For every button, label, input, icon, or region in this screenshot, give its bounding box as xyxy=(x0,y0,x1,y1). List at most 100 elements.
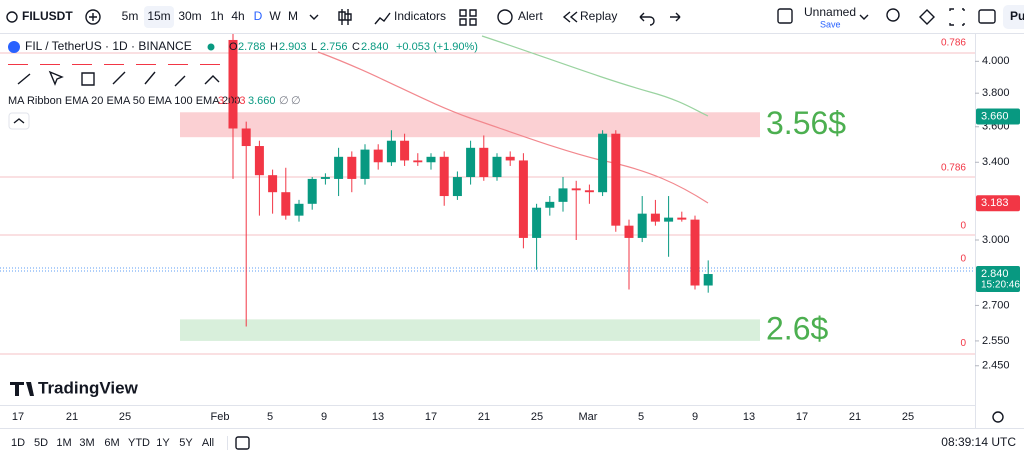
price-tag xyxy=(976,195,1020,212)
compare-icon[interactable] xyxy=(85,9,101,25)
clock: 08:39:14 UTC xyxy=(941,435,1016,449)
candle-body xyxy=(664,217,674,222)
price-tag xyxy=(976,108,1020,125)
x-tick-label: Mar xyxy=(579,411,598,423)
candle-body xyxy=(492,156,502,178)
x-tick-label: 25 xyxy=(531,411,543,423)
range-button[interactable]: 1Y xyxy=(156,437,170,449)
chart-type-icon[interactable] xyxy=(338,9,352,25)
interval-button[interactable]: 30m xyxy=(178,9,201,23)
range-button[interactable]: All xyxy=(202,437,214,449)
range-button[interactable]: YTD xyxy=(128,437,150,449)
ema-20-line xyxy=(317,51,709,204)
undo-icon[interactable] xyxy=(639,12,655,26)
fib-label: 0 xyxy=(960,338,966,349)
x-tick-label: 13 xyxy=(743,411,755,423)
indicators-button[interactable]: Indicators xyxy=(394,9,446,23)
quick-search-icon[interactable] xyxy=(886,8,900,22)
x-tick-label: 5 xyxy=(638,411,644,423)
candle-body xyxy=(518,160,528,238)
x-tick-label: 21 xyxy=(66,411,78,423)
compare-plus xyxy=(89,13,97,21)
interval-chevron[interactable] xyxy=(309,14,319,20)
candle-body xyxy=(400,140,410,161)
replay-button[interactable]: Replay xyxy=(580,9,617,23)
ema-lines xyxy=(317,35,709,204)
range-button[interactable]: 5D xyxy=(34,437,48,449)
collapse-legend[interactable] xyxy=(8,112,30,130)
search-icon[interactable] xyxy=(6,11,18,23)
tv-wordmark: TradingView xyxy=(38,378,139,397)
candle-body xyxy=(452,177,462,197)
indicator-value: ∅ xyxy=(291,95,301,107)
candle-body xyxy=(677,217,687,220)
indicator-value: ∅ xyxy=(279,95,289,107)
range-button[interactable]: 1M xyxy=(56,437,71,449)
layout-checkbox[interactable] xyxy=(777,8,793,24)
candle-body xyxy=(545,201,555,208)
interval-button[interactable]: D xyxy=(254,9,263,23)
candle-body xyxy=(373,149,383,163)
candle-body xyxy=(241,128,251,147)
alert-button[interactable]: Alert xyxy=(518,9,543,23)
interval-button[interactable]: 15m xyxy=(147,9,170,23)
indicator-value: 3.660 xyxy=(248,95,276,107)
candle-body xyxy=(624,225,634,238)
zone xyxy=(180,319,760,341)
alert-icon xyxy=(497,9,513,25)
x-tick-label: 13 xyxy=(372,411,384,423)
publish-button[interactable]: Pu xyxy=(1010,9,1024,23)
interval-button[interactable]: M xyxy=(288,9,298,23)
snapshot-icon[interactable] xyxy=(978,9,996,24)
zone-label: 2.6$ xyxy=(766,311,828,347)
ohlc-value: 2.788 xyxy=(238,41,266,53)
candle-body xyxy=(254,146,264,176)
indicator-name: MA Ribbon EMA 20 EMA 50 EMA 100 EMA 200 xyxy=(8,95,240,107)
candle-body xyxy=(650,213,660,222)
ohlc-key: C xyxy=(352,41,360,53)
x-tick-label: 17 xyxy=(12,411,24,423)
layout-name[interactable]: Unnamed xyxy=(804,5,856,19)
candle-body xyxy=(479,147,489,178)
interval-button[interactable]: 1h xyxy=(210,9,223,23)
candle-body xyxy=(413,160,423,163)
range-button[interactable]: 3M xyxy=(79,437,94,449)
x-tick-label: 25 xyxy=(119,411,131,423)
range-button[interactable]: 1D xyxy=(11,437,25,449)
layouts-icon[interactable] xyxy=(459,9,477,26)
date-range-icon[interactable] xyxy=(235,436,250,450)
y-tick-label: 4.000 xyxy=(982,55,1010,67)
y-tick-label: 2.550 xyxy=(982,335,1010,347)
interval-button[interactable]: W xyxy=(269,9,281,23)
candle-body xyxy=(558,188,568,202)
ohlc-value: 2.756 xyxy=(320,41,348,53)
fullscreen-icon[interactable] xyxy=(949,8,965,26)
range-button[interactable]: 5Y xyxy=(179,437,193,449)
settings-icon[interactable] xyxy=(919,9,935,25)
range-button[interactable]: 6M xyxy=(104,437,119,449)
drawing-tools[interactable] xyxy=(17,70,220,87)
symbol[interactable]: FILUSDT xyxy=(22,9,73,23)
candle-body xyxy=(505,156,515,161)
candle-body xyxy=(532,207,542,238)
x-tick-label: 21 xyxy=(849,411,861,423)
indicator-value: 3.183 xyxy=(218,95,246,107)
candle-body xyxy=(466,147,476,178)
candle-body xyxy=(386,140,396,163)
interval-button[interactable]: 4h xyxy=(231,9,244,23)
publish-button-bg[interactable] xyxy=(1003,5,1024,29)
drawing-toolbar xyxy=(8,64,225,87)
candle-body xyxy=(690,219,700,286)
candle-body xyxy=(611,133,621,226)
fib-label: 0.786 xyxy=(941,162,966,173)
x-tick-label: 25 xyxy=(902,411,914,423)
interval-button[interactable]: 5m xyxy=(122,9,139,23)
collapse-chevron xyxy=(13,118,25,124)
layout-chevron[interactable] xyxy=(859,14,869,20)
axis-settings[interactable] xyxy=(992,411,1004,423)
fib-label: 0 xyxy=(960,254,966,265)
ema-50-line xyxy=(481,35,709,117)
redo-icon[interactable] xyxy=(670,12,681,22)
x-tick-label: 5 xyxy=(267,411,273,423)
